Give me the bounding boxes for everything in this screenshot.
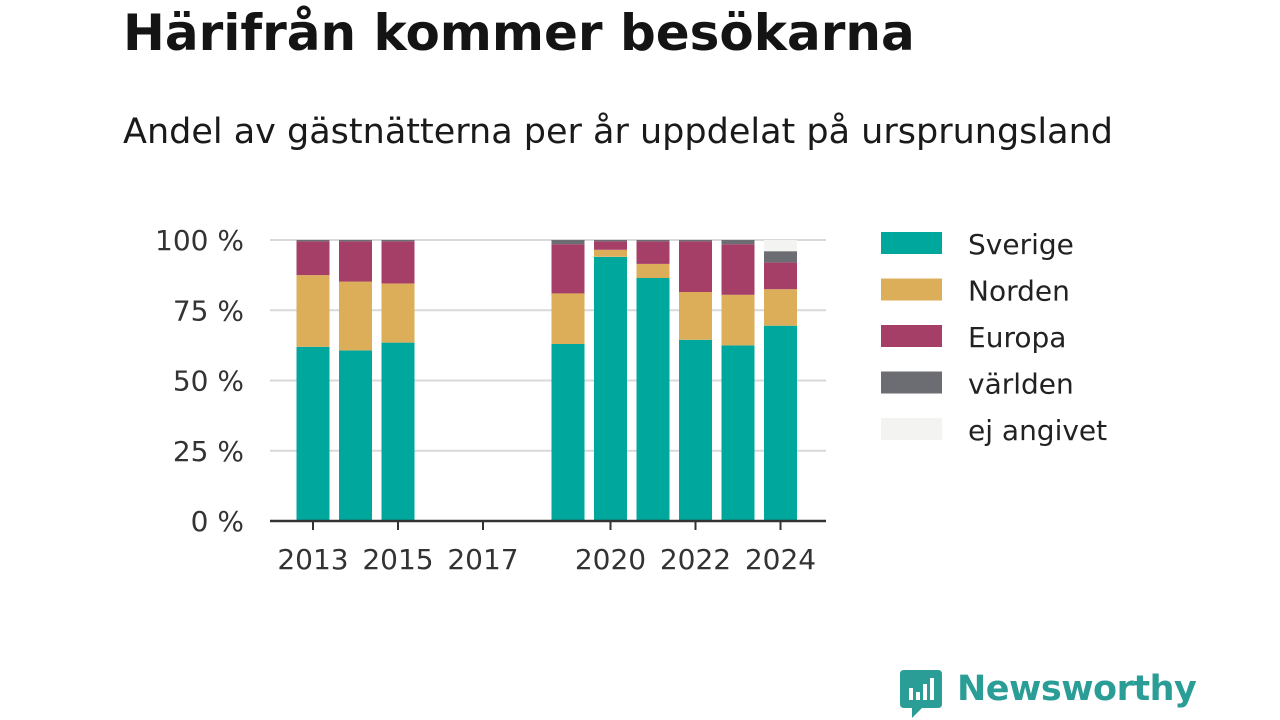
y-tick-label: 75 %: [173, 294, 244, 327]
x-tick-label: 2024: [745, 543, 816, 576]
x-tick-label: 2015: [362, 543, 433, 576]
legend-swatch: [881, 278, 942, 301]
bar-segment-världen-2014: [339, 240, 372, 242]
legend-label: ej angivet: [968, 414, 1107, 447]
bar-segment-Sverige-2022: [679, 339, 712, 521]
bar-segment-Norden-2014: [339, 281, 372, 351]
bar-segment-världen-2019: [551, 240, 585, 245]
axes: 0 % 25 % 50 % 75 % 100 % 2013 2015 2017 2020 2022…: [155, 224, 826, 576]
bar-segment-världen-2024: [764, 251, 797, 263]
bar-segment-Norden-2020: [594, 249, 627, 257]
bar-segment-Europa-2024: [764, 262, 797, 290]
bar-segment-Norden-2024: [764, 289, 797, 326]
bar-segment-Europa-2014: [339, 241, 372, 282]
bar-segment-Europa-2022: [679, 241, 712, 292]
newsworthy-bar-chart-icon: [900, 670, 942, 718]
bar-segment-världen-2022: [679, 240, 712, 242]
y-tick-label: 25 %: [173, 435, 244, 468]
bar-segment-Norden-2022: [679, 292, 712, 340]
bar-segment-Europa-2013: [296, 241, 330, 276]
bar-segment-Sverige-2020: [594, 256, 627, 521]
legend-label: Europa: [968, 321, 1066, 354]
chart-title: Härifrån kommer besökarna: [123, 4, 915, 62]
bar-segment-världen-2013: [296, 240, 330, 242]
y-tick-label: 0 %: [191, 505, 244, 538]
bar-segment-Sverige-2015: [381, 342, 415, 521]
legend: Sverige Norden Europa världen ej angivet: [881, 228, 1107, 447]
legend-swatch: [881, 418, 942, 440]
bar-segment-ej-angivet-2024: [764, 240, 797, 252]
bar-segment-Norden-2015: [381, 283, 415, 343]
bar-segment-Europa-2020: [594, 241, 627, 250]
legend-swatch: [881, 371, 942, 394]
bar-segment-Europa-2023: [721, 244, 755, 295]
x-tick-label: 2022: [660, 543, 731, 576]
bar-segment-Sverige-2013: [296, 346, 330, 521]
legend-swatch: [881, 325, 942, 347]
chart-subtitle: Andel av gästnätterna per år uppdelat på…: [123, 112, 1113, 152]
bar-segment-Europa-2021: [636, 241, 670, 264]
brand-name: Newsworthy: [957, 669, 1197, 709]
bar-segment-Norden-2013: [296, 275, 330, 347]
bar-segment-Sverige-2021: [636, 277, 670, 521]
bar-segment-världen-2015: [381, 240, 415, 242]
bar-segment-Europa-2019: [551, 244, 585, 294]
legend-label: världen: [968, 368, 1074, 401]
bar-segment-Sverige-2014: [339, 350, 372, 521]
bar-segment-Norden-2023: [721, 294, 755, 346]
bar-segment-Norden-2021: [636, 263, 670, 278]
y-tick-label: 50 %: [173, 365, 244, 398]
legend-label: Sverige: [968, 228, 1074, 261]
x-tick-label: 2020: [575, 543, 646, 576]
x-tick-label: 2013: [277, 543, 348, 576]
x-tick-label: 2017: [447, 543, 518, 576]
bar-segment-Norden-2019: [551, 293, 585, 344]
bar-segment-världen-2023: [721, 240, 755, 245]
bar-segment-Sverige-2019: [551, 344, 585, 521]
bar-segment-Sverige-2024: [764, 325, 797, 521]
bar-segment-världen-2020: [594, 240, 627, 242]
y-tick-label: 100 %: [155, 224, 244, 257]
legend-label: Norden: [968, 275, 1070, 308]
bar-segment-Europa-2015: [381, 241, 415, 284]
bars: [296, 240, 797, 521]
bar-segment-världen-2021: [636, 240, 670, 242]
bar-segment-Sverige-2023: [721, 345, 755, 521]
legend-swatch: [881, 232, 942, 254]
